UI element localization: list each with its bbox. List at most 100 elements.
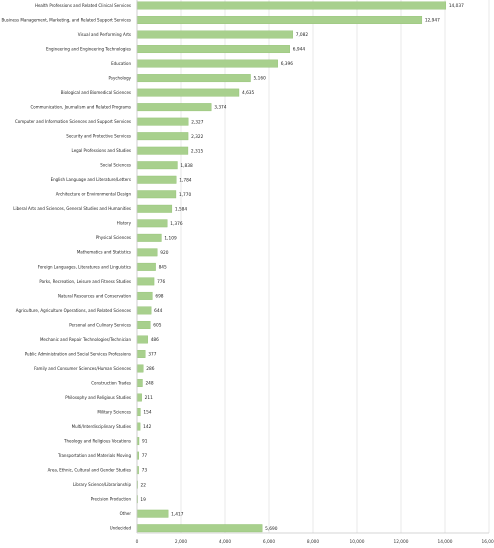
category-label: Natural Resources and Conservation [58,293,131,298]
bar [136,277,155,286]
value-label: 6,396 [281,61,294,67]
value-label: 73 [142,468,148,474]
bar [136,379,143,387]
category-label: Security and Protective Services [66,134,131,139]
x-tick-label: 8,000 [307,539,320,545]
x-tick-label: 10,000 [349,539,364,545]
value-label: 776 [157,279,165,285]
bar [136,422,141,431]
category-label: Family and Consumer Sciences/Human Scien… [34,366,131,371]
value-label: 2,315 [191,148,204,154]
value-label: 1,784 [179,177,192,183]
value-label: 845 [159,264,167,270]
category-label: Biological and Biomedical Sciences [61,90,131,95]
bar [136,161,178,170]
category-label: Philosophy and Religious Studies [65,395,131,400]
category-label: English Language and Literature/Letters [51,177,131,182]
category-label: Liberal Arts and Sciences, General Studi… [13,206,131,211]
bar [136,320,151,329]
bar [136,509,169,518]
bar [136,364,144,373]
value-label: 644 [154,308,162,314]
value-label: 1,417 [171,511,184,517]
x-tick-label: 16,000 [481,539,494,545]
bar [136,204,173,213]
category-label: Psychology [109,76,132,81]
value-label: 142 [143,424,151,430]
value-label: 920 [160,250,168,256]
value-label: 19 [140,497,146,503]
bar [136,132,189,141]
value-label: 77 [142,453,148,459]
value-labels: 14,037 12,947 7,082 6,944 6,396 5,160 4,635 3,3… [140,3,464,532]
value-label: 12,947 [425,18,440,24]
category-label: Visual and Performing Arts [78,32,131,37]
bar [136,393,142,402]
x-tick-label: 6,000 [263,539,276,545]
bar [136,190,177,199]
value-label: 698 [155,294,163,300]
value-label: 2,322 [191,134,204,140]
category-label: Transportation and Materials Moving [57,453,131,458]
category-label: Other [120,511,132,516]
category-label: Foreign Languages, Literatures and Lingu… [38,264,131,269]
value-label: 2,327 [191,119,204,125]
bar [136,524,263,533]
value-label: 3,374 [214,105,227,111]
value-label: 1,376 [170,221,183,227]
category-label: Library Science/Librarianship [73,482,132,487]
value-label: 7,082 [296,32,309,38]
bar [136,103,212,112]
category-label: Personal and Culinary Services [69,322,131,327]
bar [136,16,423,24]
category-label: Mechanic and Repair Technologies/Technic… [40,337,132,342]
category-label: Mathematics and Statistics [77,250,131,255]
bar [136,408,141,417]
value-label: 248 [145,381,153,387]
bar [136,1,447,10]
bar [136,233,162,242]
value-label: 1,838 [180,163,193,169]
category-label: Agriculture, Agriculture Operations, and… [16,308,131,313]
bar [136,219,168,228]
x-tick-label: 0 [136,539,139,545]
category-label: History [117,221,132,226]
bar [136,30,294,39]
bar [136,335,148,344]
value-label: 1,770 [179,192,192,198]
bar [136,117,189,126]
category-label: Undecided [110,526,132,531]
category-label: Multi/Interdisciplinary Studies [72,424,131,429]
value-label: 6,944 [293,47,306,53]
category-label: Public Administration and Social Service… [25,351,131,356]
category-label: Education [111,61,131,66]
value-label: 486 [151,337,159,343]
category-label: Military Sciences [97,409,131,414]
category-label: Physical Sciences [96,235,131,240]
value-label: 1,584 [175,206,188,212]
category-label: Theology and Religious Vocations [63,439,131,444]
value-label: 5,690 [265,526,278,532]
value-label: 14,037 [449,3,464,9]
category-label: Legal Professions and Studies [72,148,131,153]
value-label: 286 [146,366,154,372]
category-label: Engineering and Engineering Technologies [46,46,131,51]
category-label: Social Sciences [100,163,131,168]
bar [136,59,278,68]
category-label: Parks, Recreation, Leisure and Fitness S… [39,279,131,284]
category-labels: Health Professions and Related Clinical … [2,3,132,531]
category-label: Precision Production [91,497,132,502]
bar [136,175,177,184]
bar [136,306,152,315]
x-axis: 0 2,000 4,000 6,000 8,000 10,000 12,000 14,000 1… [136,0,494,545]
category-label: Health Professions and Related Clinical … [35,3,131,8]
value-label: 5,160 [254,76,267,82]
value-label: 605 [153,323,161,329]
bar [136,248,158,257]
x-tick-label: 4,000 [219,539,232,545]
bar [136,88,240,97]
category-label: Architecture or Environmental Design [56,192,132,197]
value-label: 377 [148,352,156,358]
value-label: 22 [140,482,146,488]
